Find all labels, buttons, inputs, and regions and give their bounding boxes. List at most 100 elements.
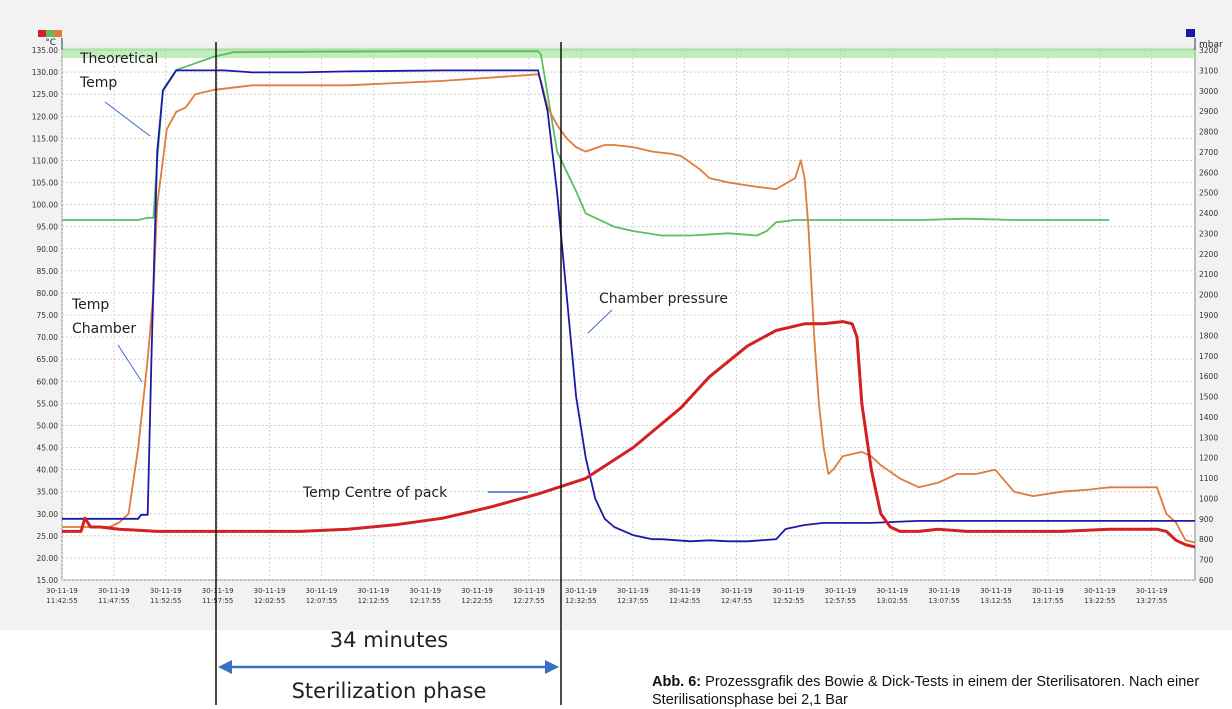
x-tick-time: 12:27:55 [513,597,544,605]
y-tick-label-right: 2700 [1199,148,1218,157]
y-tick-label-left: 75.00 [37,311,59,320]
y-tick-label-right: 3000 [1199,87,1218,96]
x-tick-date: 30-11-19 [1136,587,1168,595]
chart-panel: 135.00 130.00 125.00 120.00 115.00 110.00 105.… [0,0,1232,630]
y-tick-label-right: 1500 [1199,393,1218,402]
theoretical-band [62,47,1195,58]
y-tick-label-right: 2500 [1199,189,1218,198]
x-tick-time: 12:02:55 [254,597,285,605]
left-unit-label: °C [45,38,56,48]
y-tick-label-right: 2900 [1199,107,1218,116]
y-tick-label-left: 100.00 [32,201,58,210]
x-tick-time: 12:57:55 [825,597,856,605]
chart-svg: 135.00 130.00 125.00 120.00 115.00 110.00 105.… [32,29,1223,630]
y-tick-label-right: 1300 [1199,433,1218,442]
theoretical-target-band [62,47,1195,58]
x-tick-date: 30-11-19 [202,587,234,595]
x-tick-time: 13:27:55 [1136,597,1167,605]
y-tick-label-right: 1600 [1199,372,1218,381]
x-tick-date: 30-11-19 [773,587,805,595]
x-tick-date: 30-11-19 [1084,587,1116,595]
x-tick-time: 13:12:55 [980,597,1011,605]
x-tick-time: 11:57:55 [202,597,233,605]
x-tick-time: 12:47:55 [721,597,752,605]
x-tick-time: 12:42:55 [669,597,700,605]
annotation-theoretical-temp: Temp [79,75,117,91]
x-tick-time: 12:37:55 [617,597,648,605]
y-tick-label-left: 55.00 [37,399,59,408]
x-tick-time: 12:17:55 [409,597,440,605]
y-tick-label-left: 120.00 [32,112,58,121]
y-tick-label-right: 700 [1199,556,1214,565]
duration-label: 34 minutes [329,628,449,652]
x-tick-date: 30-11-19 [98,587,130,595]
x-tick-time: 11:47:55 [98,597,129,605]
y-tick-label-right: 2600 [1199,168,1218,177]
y-tick-label-right: 800 [1199,535,1214,544]
x-tick-time: 13:17:55 [1032,597,1063,605]
series-toggle-icon-green [46,30,54,37]
x-tick-time: 11:42:55 [46,597,77,605]
x-tick-time: 11:52:55 [150,597,181,605]
series-toggle-icon-red [38,30,46,37]
y-tick-label-right: 1800 [1199,331,1218,340]
right-unit-label: mbar [1199,40,1223,50]
x-tick-date: 30-11-19 [669,587,701,595]
y-tick-label-left: 60.00 [37,377,59,386]
series-line-temp-chamber [62,73,1196,544]
x-tick-date: 30-11-19 [824,587,856,595]
y-tick-label-right: 2400 [1199,209,1218,218]
leader-theoretical-temp [104,101,151,137]
x-tick-time: 13:22:55 [1084,597,1115,605]
y-tick-label-left: 20.00 [37,554,59,563]
x-tick-time: 13:02:55 [877,597,908,605]
y-tick-label-right: 1700 [1199,352,1218,361]
x-tick-date: 30-11-19 [1032,587,1064,595]
y-tick-label-left: 40.00 [37,466,59,475]
series-toggle-icon-orange [54,30,62,37]
series-layer [62,50,1196,549]
y-tick-label-left: 130.00 [32,68,58,77]
x-tick-labels: 30-11-19 11:42:55 30-11-19 11:47:55 30-11-19… [46,587,1167,605]
y-tick-labels: 135.00 130.00 125.00 120.00 115.00 110.00 105.… [32,29,1223,585]
x-tick-date: 30-11-19 [980,587,1012,595]
x-tick-date: 30-11-19 [46,587,78,595]
y-tick-label-left: 80.00 [37,289,59,298]
x-tick-date: 30-11-19 [876,587,908,595]
y-tick-label-left: 30.00 [37,510,59,519]
x-tick-date: 30-11-19 [721,587,753,595]
phase-label: Sterilization phase [291,679,487,703]
y-tick-label-right: 1900 [1199,311,1218,320]
x-tick-date: 30-11-19 [565,587,597,595]
x-tick-time: 12:12:55 [358,597,389,605]
series-line-temp-centre-of-pack [62,320,1196,549]
annotations: Theoretical Temp Temp Chamber Chamber pressu… [71,51,728,501]
annotation-temp-centre: Temp Centre of pack [302,485,448,501]
annotation-temp-chamber: Chamber [72,321,136,337]
y-tick-label-right: 1400 [1199,413,1218,422]
y-tick-label-left: 105.00 [32,179,58,188]
caption-text: Prozessgrafik des Bowie & Dick-Tests in … [652,674,1200,708]
y-tick-label-right: 600 [1199,576,1214,585]
series-toggle-icon-blue [1186,29,1195,37]
x-tick-time: 12:32:55 [565,597,596,605]
x-tick-date: 30-11-19 [513,587,545,595]
annotation-theoretical-temp: Theoretical [79,51,158,67]
x-tick-date: 30-11-19 [461,587,493,595]
y-tick-label-left: 35.00 [37,488,59,497]
y-tick-label-left: 25.00 [37,532,59,541]
duration-arrow-head-right [545,660,559,674]
leader-temp-chamber [117,344,143,383]
y-tick-label-left: 15.00 [37,576,59,585]
x-tick-date: 30-11-19 [254,587,286,595]
y-tick-label-right: 2000 [1199,291,1218,300]
y-tick-label-left: 115.00 [32,134,58,143]
x-tick-date: 30-11-19 [150,587,182,595]
x-tick-time: 12:07:55 [306,597,337,605]
y-tick-label-left: 135.00 [32,46,58,55]
x-tick-date: 30-11-19 [357,587,389,595]
y-tick-label-right: 1200 [1199,454,1218,463]
y-tick-label-left: 45.00 [37,444,59,453]
phase-markers [215,42,562,630]
x-tick-date: 30-11-19 [928,587,960,595]
